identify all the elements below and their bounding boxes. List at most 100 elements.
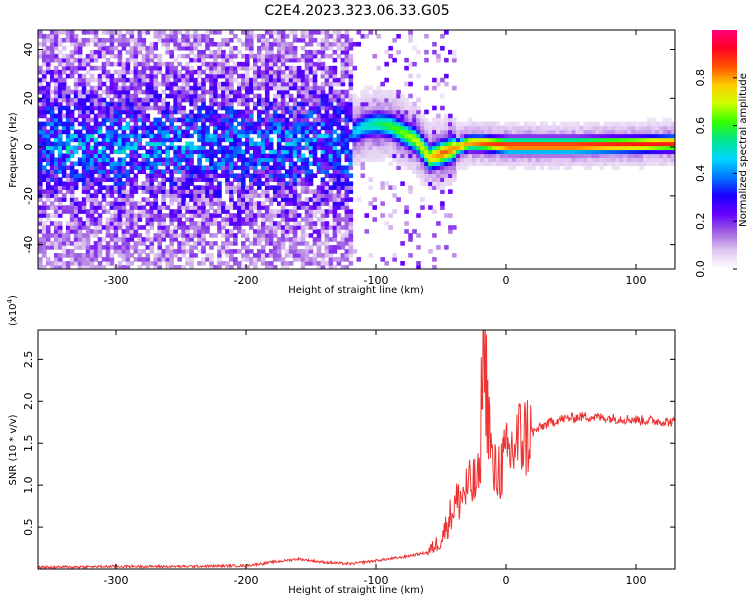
heatmap-cell bbox=[233, 113, 238, 119]
heatmap-cell bbox=[428, 157, 433, 163]
heatmap-cell bbox=[89, 213, 95, 218]
heatmap-cell bbox=[217, 73, 222, 79]
heatmap-cell bbox=[249, 177, 254, 182]
heatmap-cell bbox=[264, 69, 270, 75]
heatmap-cell bbox=[65, 225, 71, 230]
heatmap-cell bbox=[249, 217, 254, 222]
heatmap-cell bbox=[121, 173, 127, 178]
heatmap-cell bbox=[463, 121, 469, 127]
heatmap-cell bbox=[101, 137, 107, 143]
heatmap-cell bbox=[145, 117, 151, 123]
heatmap-cell bbox=[388, 129, 393, 135]
heatmap-cell bbox=[499, 133, 505, 139]
heatmap-cell bbox=[177, 97, 182, 103]
heatmap-cell bbox=[117, 157, 123, 163]
heatmap-cell bbox=[300, 133, 306, 139]
heatmap-cell bbox=[316, 253, 322, 258]
heatmap-cell bbox=[292, 173, 298, 178]
heatmap-cell bbox=[217, 221, 222, 226]
heatmap-cell bbox=[328, 33, 334, 39]
heatmap-cell bbox=[503, 153, 509, 159]
heatmap-cell bbox=[507, 161, 513, 167]
heatmap-cell bbox=[189, 113, 194, 119]
heatmap-cell bbox=[252, 121, 258, 127]
heatmap-cell bbox=[479, 121, 485, 127]
heatmap-cell bbox=[320, 133, 326, 139]
heatmap-cell bbox=[213, 173, 218, 178]
heatmap-cell bbox=[217, 141, 222, 147]
heatmap-cell bbox=[527, 145, 533, 151]
heatmap-cell bbox=[129, 109, 135, 115]
heatmap-cell bbox=[643, 161, 648, 167]
heatmap-cell bbox=[149, 209, 155, 214]
heatmap-cell bbox=[404, 157, 409, 163]
heatmap-cell bbox=[157, 129, 163, 135]
heatmap-cell bbox=[479, 141, 485, 147]
heatmap-cell bbox=[344, 73, 350, 79]
heatmap-cell bbox=[165, 229, 170, 234]
heatmap-cell bbox=[189, 93, 194, 99]
heatmap-cell bbox=[225, 97, 230, 103]
heatmap-cell bbox=[209, 97, 214, 103]
heatmap-cell bbox=[260, 69, 266, 75]
heatmap-cell bbox=[591, 145, 596, 151]
heatmap-cell bbox=[627, 157, 632, 163]
heatmap-cell bbox=[647, 153, 652, 159]
heatmap-cell bbox=[165, 153, 170, 159]
heatmap-cell bbox=[252, 173, 258, 178]
heatmap-cell bbox=[607, 145, 612, 151]
heatmap-cell bbox=[424, 169, 429, 174]
heatmap-cell bbox=[487, 125, 493, 131]
heatmap-cell bbox=[109, 81, 115, 87]
heatmap-cell bbox=[368, 201, 374, 206]
heatmap-cell bbox=[141, 169, 147, 174]
heatmap-cell bbox=[209, 89, 214, 95]
heatmap-cell bbox=[436, 177, 441, 182]
heatmap-cell bbox=[117, 217, 123, 222]
heatmap-cell bbox=[356, 125, 362, 131]
heatmap-cell bbox=[308, 189, 314, 194]
heatmap-cell bbox=[276, 53, 282, 59]
heatmap-cell bbox=[272, 93, 278, 99]
heatmap-cell bbox=[300, 53, 306, 59]
heatmap-cell bbox=[201, 245, 206, 250]
heatmap-cell bbox=[201, 49, 206, 55]
heatmap-cell bbox=[245, 129, 250, 135]
heatmap-cell bbox=[384, 133, 389, 139]
heatmap-cell bbox=[428, 129, 433, 135]
heatmap-cell bbox=[388, 141, 393, 147]
heatmap-cell bbox=[340, 109, 346, 115]
heatmap-cell bbox=[428, 177, 433, 182]
heatmap-cell bbox=[404, 101, 409, 107]
heatmap-cell bbox=[89, 93, 95, 99]
heatmap-cell bbox=[312, 173, 318, 178]
heatmap-cell bbox=[651, 153, 656, 159]
heatmap-cell bbox=[487, 141, 493, 147]
heatmap-cell bbox=[591, 125, 596, 131]
heatmap-cell bbox=[241, 101, 246, 107]
heatmap-cell bbox=[133, 77, 139, 83]
heatmap-cell bbox=[137, 137, 143, 143]
heatmap-cell bbox=[515, 129, 521, 135]
heatmap-cell bbox=[169, 189, 174, 194]
heatmap-cell bbox=[412, 101, 417, 107]
heatmap-cell bbox=[671, 129, 675, 135]
heatmap-cell bbox=[296, 65, 302, 71]
heatmap-cell bbox=[77, 73, 83, 79]
heatmap-cell bbox=[284, 73, 290, 79]
heatmap-cell bbox=[185, 117, 190, 123]
heatmap-cell bbox=[189, 117, 194, 123]
heatmap-cell bbox=[332, 257, 338, 262]
heatmap-cell bbox=[193, 53, 198, 59]
heatmap-cell bbox=[109, 245, 115, 250]
heatmap-cell bbox=[141, 125, 147, 131]
heatmap-cell bbox=[97, 53, 103, 59]
heatmap-cell bbox=[153, 125, 159, 131]
heatmap-cell bbox=[49, 213, 55, 218]
heatmap-cell bbox=[57, 89, 63, 95]
heatmap-cell bbox=[268, 77, 274, 83]
heatmap-cell bbox=[547, 125, 553, 131]
heatmap-cell bbox=[340, 193, 346, 198]
heatmap-cell bbox=[109, 177, 115, 182]
heatmap-cell bbox=[173, 101, 178, 107]
